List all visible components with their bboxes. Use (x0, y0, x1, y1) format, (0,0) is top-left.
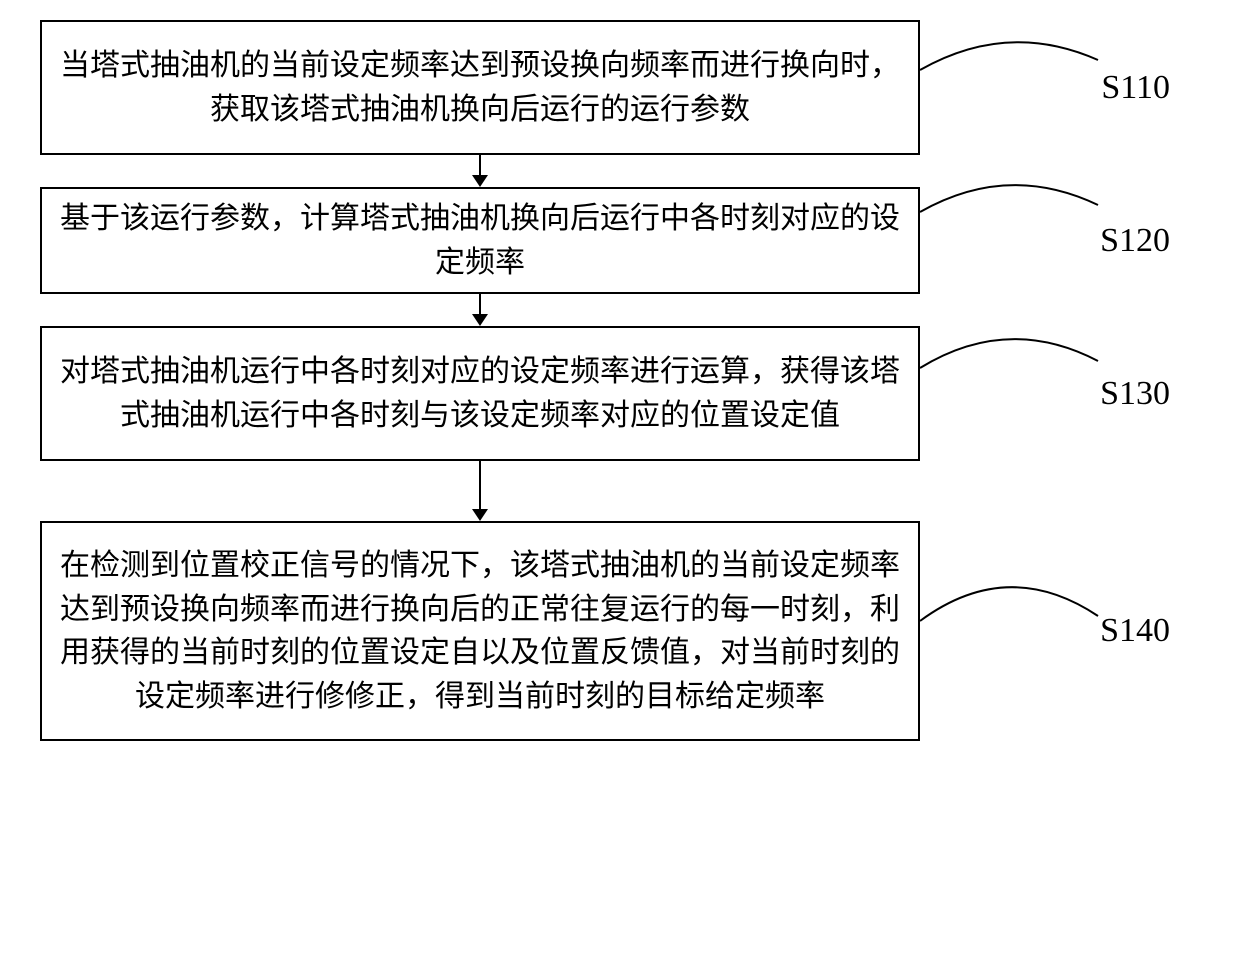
connector-arc-s120 (918, 157, 1118, 267)
step-box-s110: 当塔式抽油机的当前设定频率达到预设换向频率而进行换向时，获取该塔式抽油机换向后运… (40, 20, 920, 155)
connector-arc-s140 (918, 551, 1118, 691)
step-label-s140: S140 (1100, 612, 1170, 650)
step-label-s110: S110 (1101, 69, 1170, 107)
arrow-s130-s140 (40, 461, 920, 521)
arrow-s110-s120 (40, 155, 920, 187)
step-label-s130: S130 (1100, 375, 1170, 413)
step-container-s140: 在检测到位置校正信号的情况下，该塔式抽油机的当前设定频率达到预设换向频率而进行换… (40, 521, 1200, 741)
step-container-s110: 当塔式抽油机的当前设定频率达到预设换向频率而进行换向时，获取该塔式抽油机换向后运… (40, 20, 1200, 155)
step-box-s130: 对塔式抽油机运行中各时刻对应的设定频率进行运算，获得该塔式抽油机运行中各时刻与该… (40, 326, 920, 461)
step-container-s130: 对塔式抽油机运行中各时刻对应的设定频率进行运算，获得该塔式抽油机运行中各时刻与该… (40, 326, 1200, 461)
step-box-s140: 在检测到位置校正信号的情况下，该塔式抽油机的当前设定频率达到预设换向频率而进行换… (40, 521, 920, 741)
step-container-s120: 基于该运行参数，计算塔式抽油机换向后运行中各时刻对应的设定频率 S120 (40, 187, 1200, 294)
flowchart-container: 当塔式抽油机的当前设定频率达到预设换向频率而进行换向时，获取该塔式抽油机换向后运… (40, 20, 1200, 741)
arrow-s120-s130 (40, 294, 920, 326)
connector-arc-s110 (918, 10, 1118, 130)
connector-arc-s130 (918, 306, 1118, 426)
step-box-s120: 基于该运行参数，计算塔式抽油机换向后运行中各时刻对应的设定频率 (40, 187, 920, 294)
step-label-s120: S120 (1100, 222, 1170, 260)
